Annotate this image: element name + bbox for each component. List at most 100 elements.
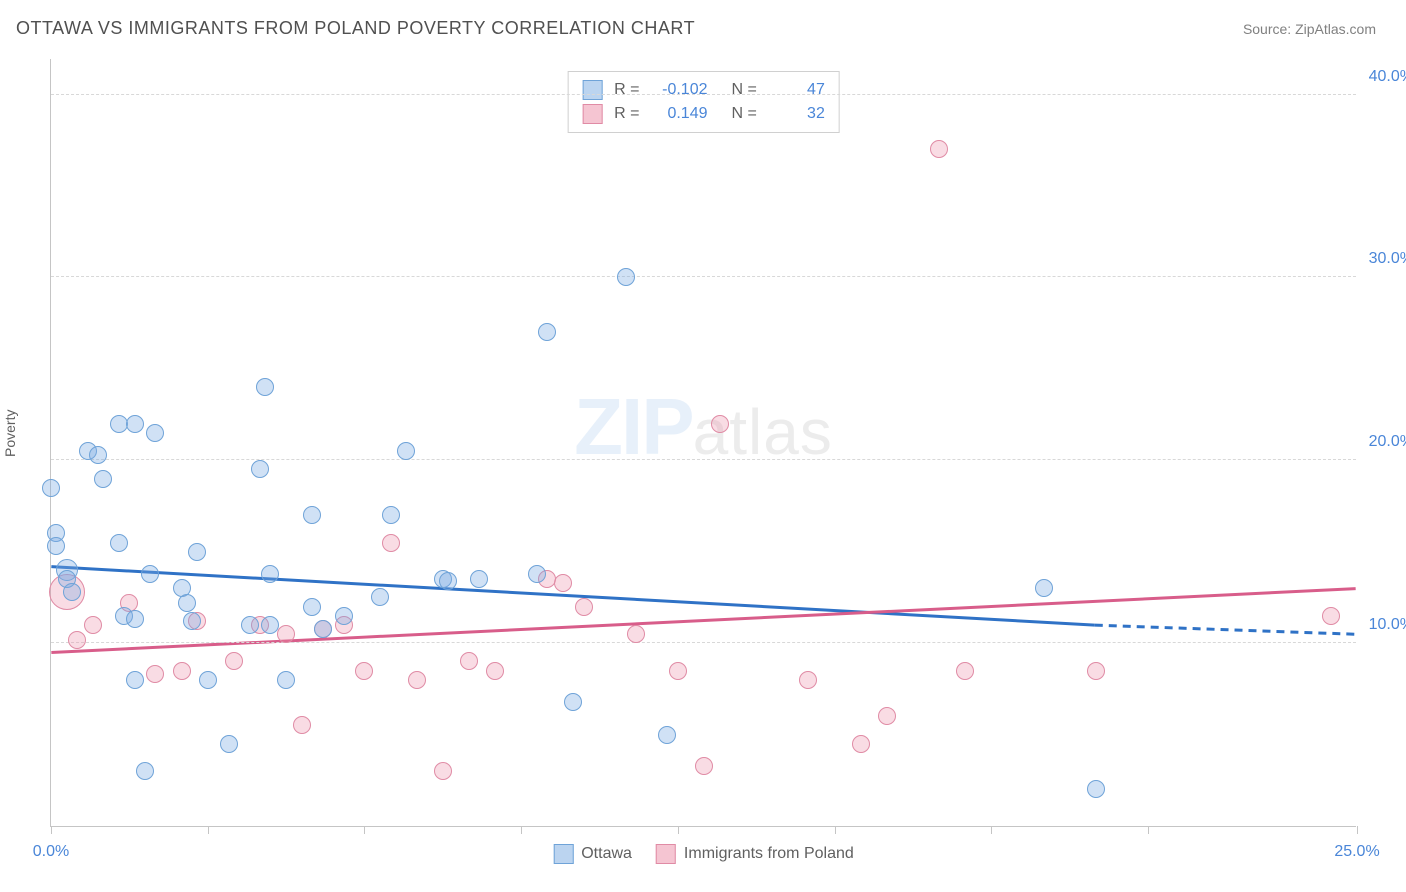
scatter-point-a <box>261 565 279 583</box>
scatter-point-b <box>878 707 896 725</box>
scatter-point-a <box>47 537 65 555</box>
legend-series-item: Immigrants from Poland <box>656 844 854 864</box>
gridline-h <box>51 94 1356 95</box>
scatter-point-b <box>84 616 102 634</box>
scatter-point-b <box>293 716 311 734</box>
scatter-point-a <box>1087 780 1105 798</box>
y-tick-label: 30.0% <box>1369 250 1406 268</box>
legend-n-label: N = <box>732 105 757 123</box>
legend-swatch-icon <box>582 104 602 124</box>
scatter-point-b <box>930 140 948 158</box>
trend-line <box>1095 625 1356 634</box>
scatter-point-a <box>564 693 582 711</box>
chart-header: OTTAWA VS IMMIGRANTS FROM POLAND POVERTY… <box>0 0 1406 49</box>
x-tick-mark <box>678 826 679 834</box>
legend-swatch-icon <box>582 80 602 100</box>
x-tick-label: 0.0% <box>33 843 69 861</box>
scatter-point-b <box>68 631 86 649</box>
gridline-h <box>51 276 1356 277</box>
scatter-point-a <box>136 762 154 780</box>
scatter-point-b <box>225 652 243 670</box>
scatter-point-a <box>658 726 676 744</box>
scatter-point-b <box>277 625 295 643</box>
x-tick-mark <box>991 826 992 834</box>
scatter-point-a <box>199 671 217 689</box>
legend-r-value: -0.102 <box>652 81 708 99</box>
scatter-point-b <box>554 574 572 592</box>
scatter-point-b <box>1087 662 1105 680</box>
legend-n-value: 47 <box>769 81 825 99</box>
gridline-h <box>51 642 1356 643</box>
scatter-point-a <box>528 565 546 583</box>
scatter-point-b <box>669 662 687 680</box>
scatter-point-b <box>852 735 870 753</box>
scatter-point-b <box>1322 607 1340 625</box>
y-tick-label: 20.0% <box>1369 433 1406 451</box>
scatter-point-a <box>94 470 112 488</box>
gridline-h <box>51 459 1356 460</box>
scatter-point-a <box>617 268 635 286</box>
x-tick-mark <box>208 826 209 834</box>
scatter-point-b <box>146 665 164 683</box>
scatter-point-a <box>188 543 206 561</box>
scatter-point-a <box>141 565 159 583</box>
chart-title: OTTAWA VS IMMIGRANTS FROM POLAND POVERTY… <box>16 18 695 39</box>
legend-swatch-icon <box>656 844 676 864</box>
scatter-point-b <box>711 415 729 433</box>
x-tick-mark <box>521 826 522 834</box>
x-tick-mark <box>1357 826 1358 834</box>
y-axis-label: Poverty <box>2 410 18 457</box>
scatter-point-b <box>434 762 452 780</box>
legend-series-item: Ottawa <box>553 844 632 864</box>
scatter-point-a <box>220 735 238 753</box>
y-tick-label: 40.0% <box>1369 68 1406 86</box>
legend-r-label: R = <box>614 105 639 123</box>
scatter-point-a <box>126 671 144 689</box>
chart-source: Source: ZipAtlas.com <box>1243 21 1376 37</box>
scatter-point-a <box>63 583 81 601</box>
x-tick-mark <box>1148 826 1149 834</box>
scatter-point-a <box>371 588 389 606</box>
chart-container: Poverty ZIPatlas R =-0.102N =47R =0.149N… <box>0 49 1406 869</box>
scatter-point-a <box>42 479 60 497</box>
scatter-point-a <box>335 607 353 625</box>
x-tick-mark <box>835 826 836 834</box>
legend-stat-row: R =0.149N =32 <box>582 102 825 126</box>
legend-swatch-icon <box>553 844 573 864</box>
legend-r-label: R = <box>614 81 639 99</box>
scatter-point-a <box>183 612 201 630</box>
scatter-point-b <box>627 625 645 643</box>
plot-area: ZIPatlas R =-0.102N =47R =0.149N =32 Ott… <box>50 59 1356 827</box>
scatter-point-b <box>382 534 400 552</box>
x-tick-label: 25.0% <box>1334 843 1379 861</box>
scatter-point-a <box>241 616 259 634</box>
series-legend: Ottawa Immigrants from Poland <box>553 844 854 864</box>
scatter-point-a <box>251 460 269 478</box>
scatter-point-b <box>355 662 373 680</box>
correlation-legend: R =-0.102N =47R =0.149N =32 <box>567 71 840 133</box>
y-tick-label: 10.0% <box>1369 616 1406 634</box>
scatter-point-a <box>538 323 556 341</box>
legend-stat-row: R = -0.102 N = 47 <box>582 78 825 102</box>
scatter-point-a <box>277 671 295 689</box>
scatter-point-b <box>799 671 817 689</box>
scatter-point-a <box>1035 579 1053 597</box>
trend-line <box>51 567 1094 625</box>
scatter-point-b <box>575 598 593 616</box>
legend-n-label: N = <box>732 81 757 99</box>
scatter-point-a <box>256 378 274 396</box>
scatter-point-a <box>146 424 164 442</box>
scatter-point-a <box>314 620 332 638</box>
scatter-point-b <box>173 662 191 680</box>
x-tick-mark <box>51 826 52 834</box>
legend-r-value: 0.149 <box>652 105 708 123</box>
scatter-point-a <box>439 572 457 590</box>
scatter-point-a <box>470 570 488 588</box>
scatter-point-a <box>178 594 196 612</box>
scatter-point-b <box>408 671 426 689</box>
legend-series-label: Ottawa <box>581 845 632 863</box>
scatter-point-a <box>261 616 279 634</box>
scatter-point-a <box>126 415 144 433</box>
scatter-point-a <box>89 446 107 464</box>
scatter-point-a <box>397 442 415 460</box>
